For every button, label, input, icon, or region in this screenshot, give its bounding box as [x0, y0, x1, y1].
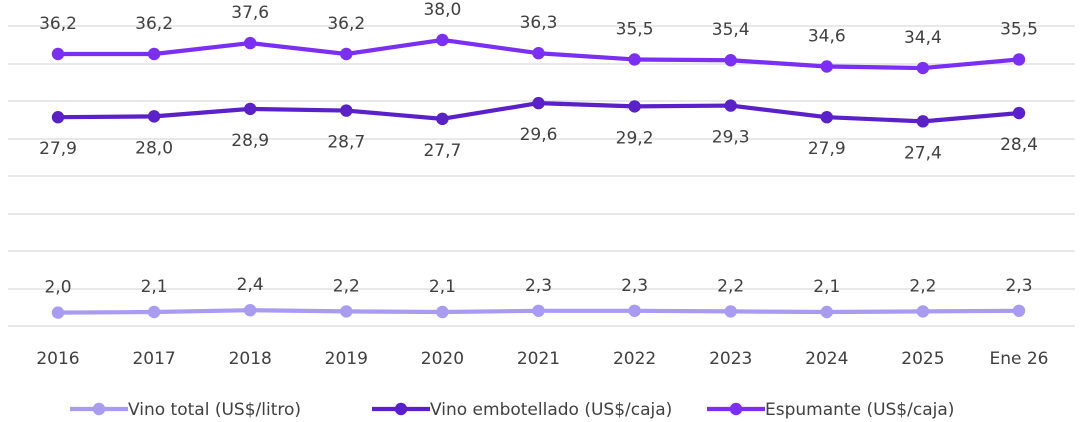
data-label-vino-total: 2,3 — [621, 276, 648, 296]
x-tick-label: 2021 — [517, 349, 560, 369]
data-point-espumante — [724, 54, 737, 67]
data-label-vino-total: 2,4 — [237, 275, 264, 295]
data-point-vino-embotellado — [436, 112, 449, 126]
data-label-vino-total: 2,1 — [813, 277, 840, 297]
legend-label-vino-total: Vino total (US$/litro) — [128, 400, 301, 420]
data-labels: 2,0 2,1 2,4 2,2 2,1 2,3 2,3 2,2 2,1 2,2 2,3 27,9 28,… — [39, 0, 1038, 298]
data-label-espumante: 34,6 — [808, 26, 846, 46]
legend-marker-espumante — [729, 402, 743, 416]
x-tick-label: Ene 26 — [989, 349, 1048, 369]
x-tick-label: 2018 — [229, 349, 272, 369]
data-point-vino-embotellado — [628, 100, 641, 113]
x-tick-label: 2022 — [613, 349, 656, 369]
data-point-vino-total — [916, 305, 930, 318]
data-point-vino-embotellado — [51, 111, 65, 124]
data-label-vino-embotellado: 27,9 — [39, 139, 77, 159]
data-label-vino-embotellado: 29,3 — [712, 128, 750, 148]
data-point-espumante — [1012, 53, 1026, 66]
data-label-espumante: 36,2 — [135, 14, 173, 34]
data-label-vino-embotellado: 27,9 — [808, 139, 846, 159]
data-point-espumante — [532, 47, 545, 60]
data-point-espumante — [916, 61, 930, 75]
data-point-espumante — [340, 47, 353, 61]
data-point-vino-embotellado — [147, 110, 161, 123]
data-point-vino-embotellado — [916, 115, 930, 128]
data-point-vino-total — [147, 305, 161, 319]
data-point-vino-total — [532, 304, 545, 317]
x-tick-label: 2025 — [901, 349, 944, 369]
data-point-vino-total — [724, 305, 737, 318]
data-label-espumante: 36,2 — [327, 14, 365, 34]
data-label-vino-total: 2,2 — [717, 276, 744, 296]
data-label-vino-embotellado: 27,7 — [423, 141, 461, 161]
data-point-vino-embotellado — [724, 99, 737, 112]
data-point-vino-total — [820, 305, 833, 319]
x-tick-label: 2024 — [805, 349, 848, 369]
data-point-vino-embotellado — [244, 102, 257, 116]
data-label-espumante: 34,4 — [904, 28, 942, 48]
data-point-espumante — [147, 47, 161, 61]
data-label-vino-total: 2,0 — [44, 278, 71, 298]
data-label-vino-total: 2,2 — [333, 276, 360, 296]
data-label-vino-total: 2,3 — [1005, 276, 1032, 296]
data-point-vino-total — [340, 305, 353, 318]
data-point-vino-embotellado — [532, 96, 545, 110]
legend-label-espumante: Espumante (US$/caja) — [765, 400, 954, 420]
legend-marker-vino-total — [92, 402, 106, 416]
legend: Vino total (US$/litro) Vino embotellado (… — [70, 400, 954, 420]
gridlines — [8, 25, 1075, 327]
data-point-vino-total — [1012, 304, 1026, 317]
data-label-vino-total: 2,1 — [429, 277, 456, 297]
data-point-espumante — [244, 36, 257, 50]
legend-label-vino-embotellado: Vino embotellado (US$/caja) — [430, 400, 672, 420]
data-label-vino-embotellado: 29,2 — [616, 128, 654, 148]
data-label-vino-embotellado: 28,4 — [1000, 135, 1038, 155]
data-label-espumante: 36,2 — [39, 14, 77, 34]
data-point-vino-embotellado — [820, 111, 833, 124]
data-label-vino-total: 2,2 — [909, 276, 936, 296]
legend-marker-vino-embotellado — [394, 402, 408, 416]
x-tick-label: 2017 — [132, 349, 175, 369]
x-tick-label: 2019 — [325, 349, 368, 369]
data-label-espumante: 37,6 — [231, 3, 269, 23]
data-point-vino-total — [628, 304, 641, 317]
data-label-espumante: 36,3 — [520, 13, 558, 33]
data-label-vino-total: 2,1 — [141, 277, 168, 297]
data-point-vino-embotellado — [1012, 106, 1026, 120]
series-layer — [51, 33, 1026, 319]
data-label-espumante: 35,5 — [616, 19, 654, 39]
data-label-espumante: 38,0 — [423, 0, 461, 20]
data-point-vino-total — [436, 305, 449, 319]
x-tick-label: 2020 — [421, 349, 464, 369]
data-label-vino-total: 2,3 — [525, 276, 552, 296]
data-point-espumante — [820, 60, 833, 73]
data-point-espumante — [628, 53, 641, 66]
data-point-vino-embotellado — [340, 104, 353, 117]
data-point-vino-total — [244, 304, 257, 317]
data-label-vino-embotellado: 29,6 — [520, 125, 558, 145]
data-label-espumante: 35,5 — [1000, 19, 1038, 39]
x-tick-label: 2016 — [36, 349, 79, 369]
data-label-vino-embotellado: 28,0 — [135, 138, 173, 158]
data-point-espumante — [436, 33, 449, 47]
data-label-vino-embotellado: 27,4 — [904, 143, 942, 163]
data-label-vino-embotellado: 28,9 — [231, 131, 269, 151]
x-axis-tick-labels: 2016 2017 2018 2019 2020 2021 2022 2023 2024 2025… — [36, 349, 1048, 369]
data-point-espumante — [51, 47, 65, 61]
data-point-vino-total — [51, 306, 65, 319]
data-label-espumante: 35,4 — [712, 20, 750, 40]
data-label-vino-embotellado: 28,7 — [327, 133, 365, 153]
x-tick-label: 2023 — [709, 349, 752, 369]
